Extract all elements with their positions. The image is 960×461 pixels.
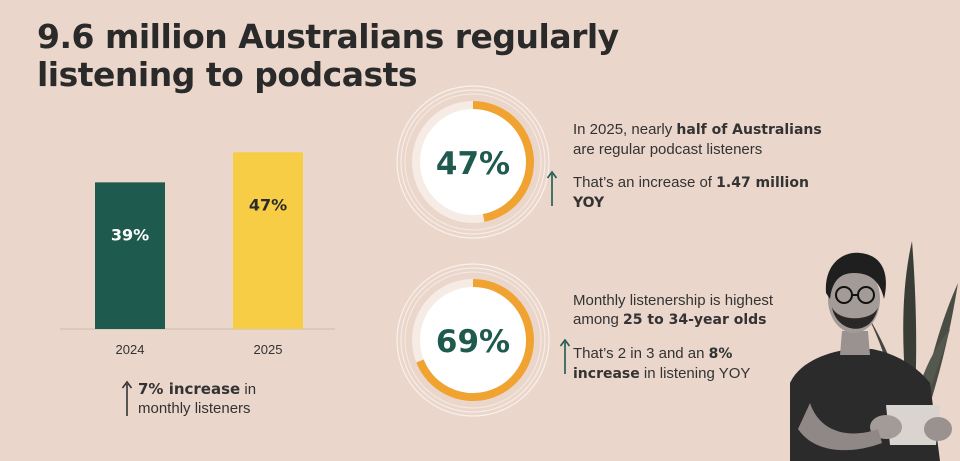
- stat1-line1-pre: In 2025, nearly: [573, 121, 677, 138]
- decorative-ring: [396, 263, 550, 417]
- donut-center: [417, 284, 529, 396]
- stat2-line1: Monthly listenership is highest: [573, 292, 774, 309]
- decorative-ring: [404, 271, 542, 409]
- bar-note-bold: 7% increase: [138, 380, 241, 398]
- up-arrow-icon: [559, 338, 571, 374]
- stat-block-2: Monthly listenership is highest among 25…: [573, 291, 803, 384]
- donut-slice: [472, 101, 534, 222]
- bar-note-line2: monthly listeners: [138, 400, 251, 417]
- stat1-line2: are regular podcast listeners: [573, 141, 763, 158]
- stat2-line4-bold: increase: [573, 366, 640, 382]
- bar-2025: [233, 152, 303, 329]
- x-tick-label: 2025: [254, 342, 283, 357]
- bar-value-label: 47%: [249, 195, 287, 214]
- up-arrow-icon: [121, 380, 133, 416]
- stat2-line2-bold: 25 to 34-year olds: [623, 312, 767, 328]
- up-arrow-icon: [546, 170, 558, 206]
- stat2-line3-bold: 8%: [708, 346, 733, 362]
- stat1-line3-bold: 1.47 million: [716, 175, 809, 191]
- donut-chart-47: 47%: [396, 85, 550, 239]
- decorative-ring: [400, 267, 546, 413]
- bar-chart: 39% 2024 47% 2025: [60, 152, 335, 357]
- stat1-line3-pre: That’s an increase of: [573, 174, 717, 191]
- donut-center: [417, 106, 529, 218]
- donut-center-label: 69%: [436, 324, 510, 360]
- title-line-1: 9.6 million Australians regularly: [37, 17, 619, 56]
- donut-slice: [416, 279, 534, 401]
- stat-block-1: In 2025, nearly half of Australians are …: [573, 120, 863, 213]
- stat2-line2-pre: among: [573, 311, 624, 328]
- bar-value-label: 39%: [111, 225, 149, 244]
- man-with-plant-photo: [790, 241, 958, 461]
- bar-note-rest: in: [240, 381, 257, 398]
- decorative-ring: [404, 93, 542, 231]
- title-line-2: listening to podcasts: [37, 55, 418, 94]
- bar-note: 7% increase in monthly listeners: [138, 380, 256, 418]
- stat1-line1-bold: half of Australians: [676, 122, 822, 138]
- donut-chart-69: 69%: [396, 263, 550, 417]
- x-tick-label: 2024: [116, 342, 145, 357]
- stat1-line4-bold: YOY: [573, 195, 605, 211]
- decorative-ring: [396, 85, 550, 239]
- bar-2024: [95, 182, 165, 329]
- page-title: 9.6 million Australians regularly listen…: [37, 18, 637, 94]
- decorative-ring: [400, 89, 546, 235]
- donut-center-label: 47%: [436, 146, 510, 182]
- stat2-line3-pre: That’s 2 in 3 and an: [573, 345, 709, 362]
- stat2-line4-rest: in listening YOY: [639, 365, 751, 382]
